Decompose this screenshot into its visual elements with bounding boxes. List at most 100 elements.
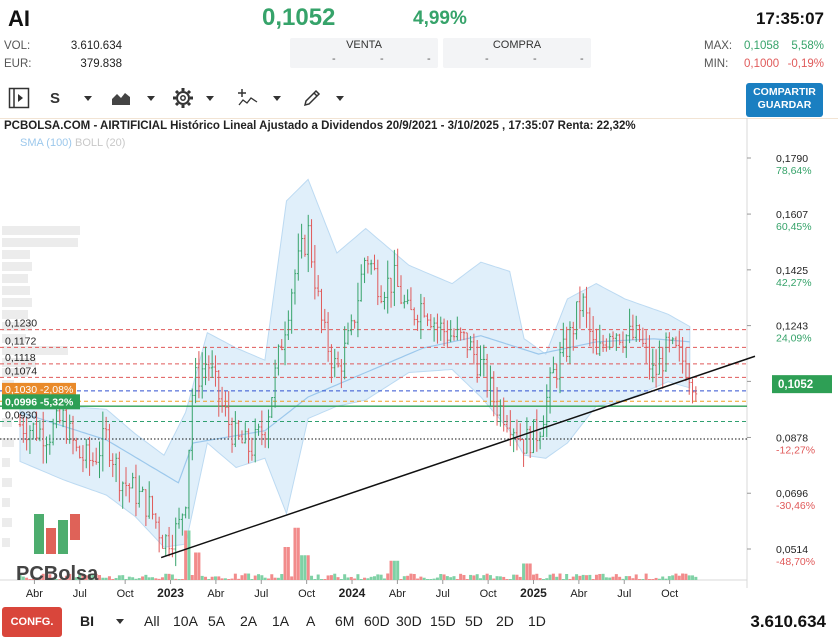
y-tick-label: 0,1790 xyxy=(776,153,808,165)
chart-legend: SMA (100) BOLL (20) xyxy=(20,137,125,149)
range-1a[interactable]: 1A xyxy=(272,613,290,629)
x-tick-label: 2023 xyxy=(157,586,184,600)
volume-bar xyxy=(429,579,433,580)
sell-label: VENTA xyxy=(346,39,382,51)
y-tick-pct: 42,27% xyxy=(776,277,812,289)
x-tick-label: Jul xyxy=(436,588,450,600)
period-value: S xyxy=(50,89,61,107)
drawing-tools-selector[interactable] xyxy=(302,86,344,110)
max-value: 0,1058 xyxy=(744,40,780,52)
pencil-icon xyxy=(303,89,321,107)
volume-bar xyxy=(35,578,39,580)
ref-level-label: 0,0930 xyxy=(5,410,37,422)
logo-block xyxy=(34,514,44,554)
range-15d[interactable]: 15D xyxy=(430,613,456,629)
volume-bar xyxy=(101,577,105,580)
volume-bar xyxy=(154,578,158,580)
range-all[interactable]: All xyxy=(144,613,160,629)
max-label: MAX: xyxy=(704,40,733,52)
volume-bar xyxy=(445,576,449,580)
range-1d[interactable]: 1D xyxy=(528,613,546,629)
volume-bar xyxy=(515,574,519,580)
volume-bar xyxy=(64,575,68,580)
volume-bar xyxy=(81,575,85,580)
bollinger-band xyxy=(19,178,691,548)
range-10a[interactable]: 10A xyxy=(173,613,198,629)
range-a[interactable]: A xyxy=(306,613,316,629)
range-5d[interactable]: 5D xyxy=(465,613,483,629)
range-5a[interactable]: 5A xyxy=(208,613,226,629)
volume-bar xyxy=(157,578,161,580)
volume-bar xyxy=(654,577,658,580)
volume-profile-bar xyxy=(2,298,32,307)
volume-bar xyxy=(551,573,555,580)
volume-bar xyxy=(548,574,552,580)
y-tick-label: 0,0878 xyxy=(776,432,808,444)
volume-bar xyxy=(290,576,294,580)
ref-level-label: 0,1074 xyxy=(5,365,37,377)
price-chart[interactable]: 0,1790 78,64% 0,1607 60,45% 0,1425 42,27% 0,12… xyxy=(0,117,838,605)
ref-level-label: 0,1030 -2,08% xyxy=(5,384,73,396)
volume-profile-bar xyxy=(2,286,30,295)
share-save-button[interactable]: COMPARTIR GUARDAR xyxy=(746,83,823,117)
volume-bar xyxy=(276,577,280,580)
volume-bar xyxy=(505,579,509,580)
volume-bar xyxy=(121,575,125,580)
volume-profile-bar xyxy=(2,518,12,527)
settings-selector[interactable] xyxy=(172,86,214,110)
volume-bar xyxy=(495,576,499,580)
volume-bar xyxy=(396,560,400,580)
volume-bar xyxy=(558,573,562,580)
volume-bar xyxy=(502,576,506,580)
range-2d[interactable]: 2D xyxy=(496,613,514,629)
chevron-down-icon xyxy=(147,95,155,101)
volume-bar xyxy=(465,579,469,580)
indicator-selector[interactable]: BI xyxy=(80,613,124,629)
range-60d[interactable]: 60D xyxy=(364,613,390,629)
x-tick-label: Oct xyxy=(298,588,315,600)
range-6m[interactable]: 6M xyxy=(335,613,355,629)
volume-bar xyxy=(187,530,191,580)
volume-bar xyxy=(250,579,254,580)
toggle-panel-button[interactable] xyxy=(8,86,30,110)
volume-bar xyxy=(223,578,227,580)
volume-bar xyxy=(614,574,618,580)
volume-bar xyxy=(525,563,529,580)
volume-bar xyxy=(336,577,340,580)
watermark-logo-text: PCBolsa xyxy=(16,563,99,585)
chevron-down-icon xyxy=(206,95,214,101)
volume-bar xyxy=(674,573,678,580)
volume-bar xyxy=(283,547,287,580)
max-pct: 5,58% xyxy=(791,40,824,52)
volume-bar xyxy=(651,579,655,580)
volume-bar xyxy=(84,575,88,580)
volume-bar xyxy=(54,579,58,580)
quote-header: AI 0,1052 4,99% 17:35:07 VOL: 3.610.634 … xyxy=(0,0,838,80)
volume-bar xyxy=(416,578,420,580)
period-selector[interactable]: S xyxy=(50,86,93,110)
y-tick-label: 0,1607 xyxy=(776,209,808,221)
volume-bar xyxy=(94,573,98,580)
volume-bar xyxy=(21,576,25,580)
volume-bar xyxy=(565,573,569,580)
ref-level-badge xyxy=(2,394,80,410)
y-tick-label: 0,1243 xyxy=(776,321,808,333)
buy-orders: - xyxy=(485,53,489,65)
range-2a[interactable]: 2A xyxy=(240,613,258,629)
config-button[interactable]: CONFG. xyxy=(2,607,62,637)
volume-profile-bar xyxy=(2,368,28,377)
volume-bar xyxy=(356,574,360,580)
sell-price: - xyxy=(380,53,384,65)
y-tick-label: 0,1425 xyxy=(776,265,808,277)
volume-bar xyxy=(349,576,353,580)
volume-bar xyxy=(300,555,304,580)
volume-profile-bar xyxy=(2,438,14,447)
volume-bar xyxy=(647,579,651,580)
volume-bar xyxy=(107,576,111,580)
chart-type-selector[interactable] xyxy=(111,86,155,110)
volume-bar xyxy=(114,578,118,580)
range-30d[interactable]: 30D xyxy=(396,613,422,629)
indicators-selector[interactable] xyxy=(237,86,281,110)
x-tick-label: 2024 xyxy=(339,586,366,600)
